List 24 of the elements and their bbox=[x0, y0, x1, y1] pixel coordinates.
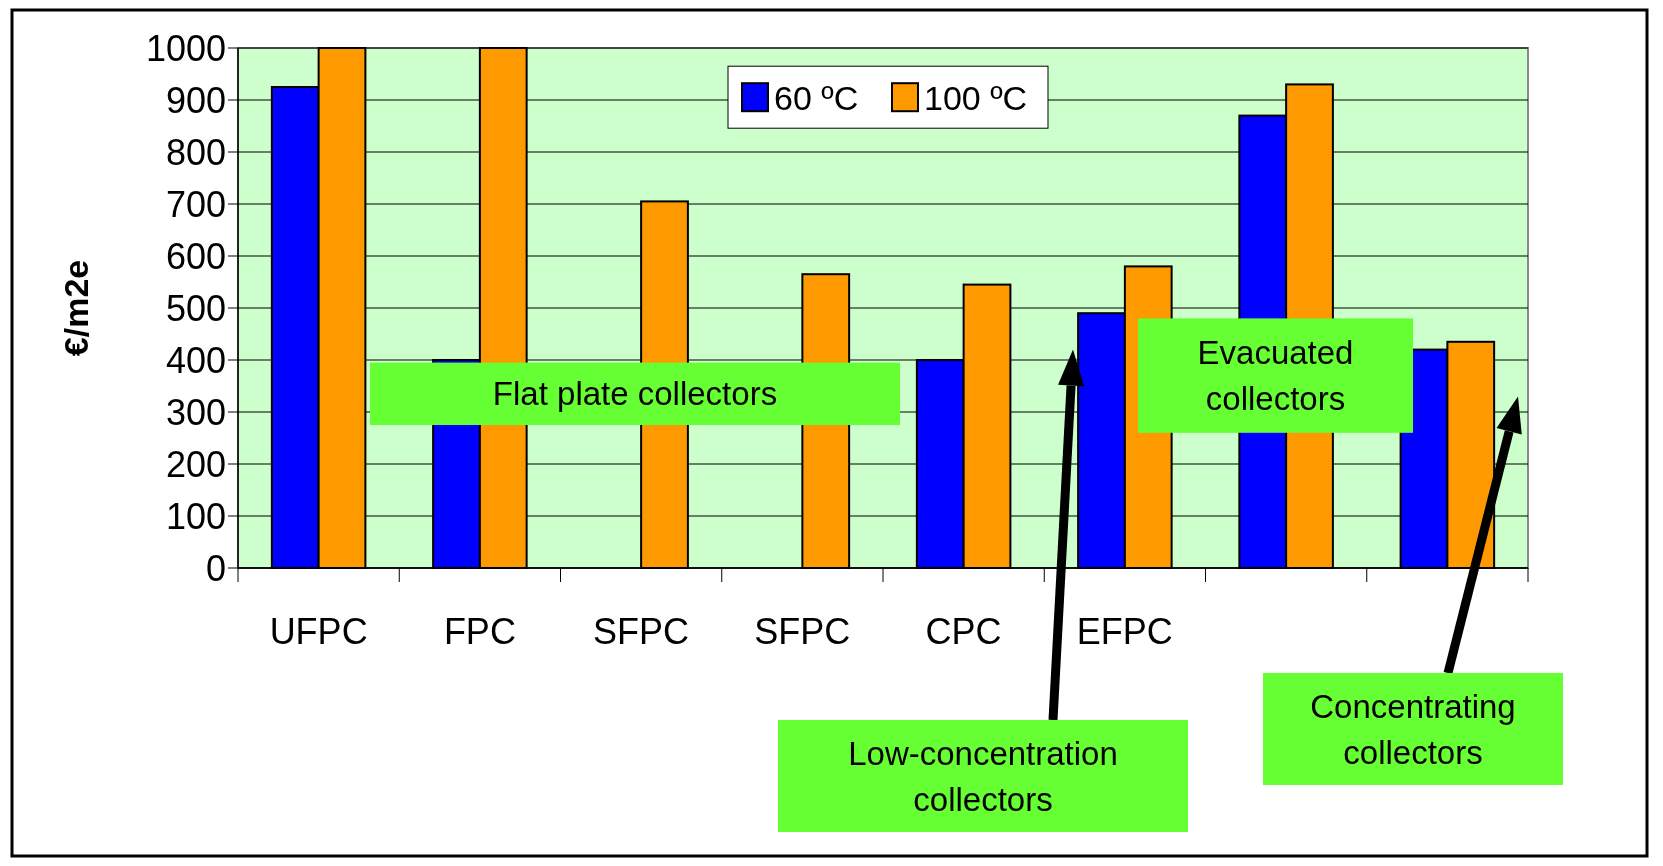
x-tick-label: FPC bbox=[443, 611, 516, 652]
y-tick-label: 800 bbox=[165, 131, 226, 173]
legend-label: 100 ºC bbox=[924, 79, 1028, 118]
y-tick-label: 600 bbox=[165, 235, 226, 277]
legend-label: 60 ºC bbox=[774, 79, 859, 118]
y-tick-label: 200 bbox=[165, 443, 226, 485]
y-tick-label: 300 bbox=[165, 391, 226, 433]
text: Concentrating collectors bbox=[1310, 687, 1516, 771]
y-tick-label: 0 bbox=[205, 547, 226, 589]
y-tick-label: 700 bbox=[165, 183, 226, 225]
y-tick-label: 900 bbox=[165, 79, 226, 121]
y-tick-label: 1000 bbox=[145, 27, 226, 69]
x-tick-label: EFPC bbox=[1076, 611, 1173, 652]
x-tick-label: SFPC bbox=[754, 611, 851, 652]
y-tick-label: 100 bbox=[165, 495, 226, 537]
y-tick-label: 500 bbox=[165, 287, 226, 329]
annotation: Evacuated collectors bbox=[1197, 334, 1354, 418]
x-tick-label: CPC bbox=[925, 611, 1002, 652]
y-tick-label: 400 bbox=[165, 339, 226, 381]
x-tick-label: UFPC bbox=[269, 611, 368, 652]
annotation: Flat plate collectors bbox=[492, 375, 778, 413]
y-axis-title: €/m2e bbox=[57, 259, 95, 357]
x-tick-label: SFPC bbox=[593, 611, 690, 652]
text: Low-concentration collectors bbox=[848, 734, 1118, 818]
